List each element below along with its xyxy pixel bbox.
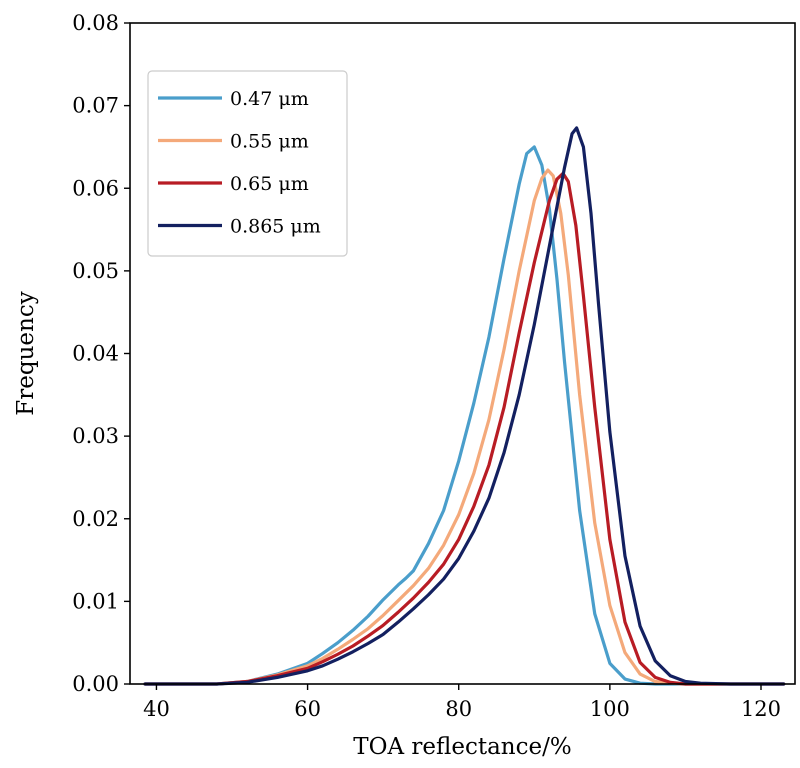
y-tick-label: 0.01 bbox=[72, 589, 119, 613]
x-tick-label: 40 bbox=[143, 697, 170, 721]
series-layer bbox=[143, 126, 786, 686]
y-axis-label: Frequency bbox=[13, 291, 39, 415]
x-axis: 40 60 80 100 120 bbox=[143, 684, 781, 721]
legend-label: 0.55 μm bbox=[230, 131, 309, 153]
x-axis-label: TOA reflectance/% bbox=[353, 734, 571, 760]
y-axis: 0.00 0.01 0.02 0.03 0.04 0.05 0.06 0.07 0.08 bbox=[72, 11, 130, 696]
y-tick-label: 0.03 bbox=[72, 424, 119, 448]
series-line-3 bbox=[143, 126, 786, 686]
y-tick-label: 0.04 bbox=[72, 342, 119, 366]
legend-label: 0.47 μm bbox=[230, 88, 309, 110]
y-tick-label: 0.08 bbox=[72, 11, 119, 35]
legend-label: 0.65 μm bbox=[230, 173, 309, 195]
legend-box bbox=[147, 70, 348, 257]
x-tick-label: 60 bbox=[294, 697, 321, 721]
y-tick-label: 0.00 bbox=[72, 672, 119, 696]
y-tick-label: 0.07 bbox=[72, 94, 119, 118]
y-tick-label: 0.06 bbox=[72, 176, 119, 200]
series-line-1 bbox=[143, 168, 786, 686]
y-tick-label: 0.02 bbox=[72, 507, 119, 531]
legend-label: 0.865 μm bbox=[230, 216, 321, 238]
legend: 0.47 μm 0.55 μm 0.65 μm 0.865 μm bbox=[147, 70, 348, 257]
y-tick-label: 0.05 bbox=[72, 259, 119, 283]
series-line-2 bbox=[143, 171, 786, 686]
x-tick-label: 100 bbox=[590, 697, 630, 721]
series-line-0 bbox=[143, 145, 786, 686]
x-tick-label: 80 bbox=[445, 697, 472, 721]
x-tick-label: 120 bbox=[741, 697, 781, 721]
